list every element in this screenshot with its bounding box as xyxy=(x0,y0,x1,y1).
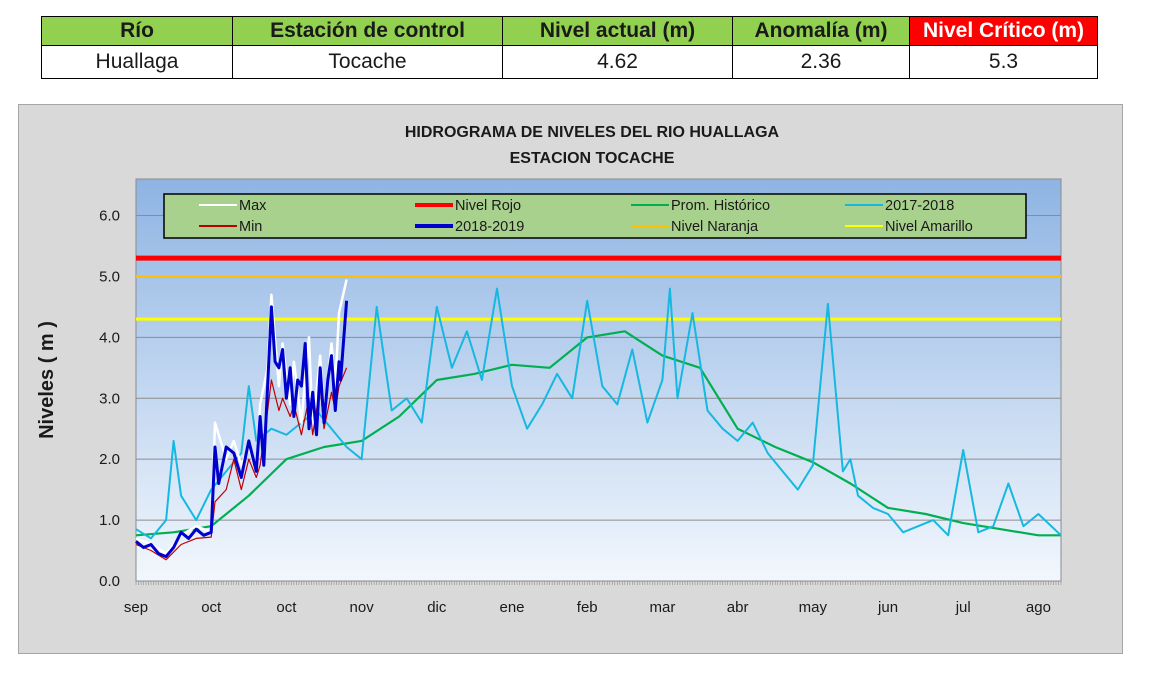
legend-label: 2017-2018 xyxy=(885,198,954,214)
x-tick-label: dic xyxy=(427,599,447,616)
header-nivel-actual: Nivel actual (m) xyxy=(502,16,733,46)
header-rio: Río xyxy=(41,16,233,46)
legend-label: Nivel Naranja xyxy=(671,219,759,235)
chart-title-line-2: ESTACION TOCACHE xyxy=(510,150,675,167)
x-tick-label: oct xyxy=(201,599,222,616)
y-tick-label: 0.0 xyxy=(99,573,120,590)
y-tick-label: 4.0 xyxy=(99,329,120,346)
x-tick-label: ago xyxy=(1026,599,1051,616)
value-nivel-critico: 5.3 xyxy=(909,45,1098,79)
value-anomalia: 2.36 xyxy=(732,45,910,79)
value-nivel-actual: 4.62 xyxy=(502,45,733,79)
x-tick-label: jul xyxy=(955,599,971,616)
header-estacion: Estación de control xyxy=(232,16,503,46)
y-tick-label: 3.0 xyxy=(99,390,120,407)
y-tick-label: 2.0 xyxy=(99,451,120,468)
legend-label: Max xyxy=(239,198,267,214)
legend-label: Prom. Histórico xyxy=(671,198,770,214)
legend: Max Min Nivel Rojo 2018-2019 Prom. Histórico… xyxy=(163,193,1027,239)
plot-area xyxy=(135,178,1062,582)
header-nivel-critico: Nivel Crítico (m) xyxy=(909,16,1098,46)
x-tick-label: may xyxy=(799,599,828,616)
value-estacion: Tocache xyxy=(232,45,503,79)
summary-value-row: Huallaga Tocache 4.62 2.36 5.3 xyxy=(41,45,1098,79)
x-tick-label: mar xyxy=(650,599,676,616)
legend-label: Nivel Amarillo xyxy=(885,219,973,235)
header-anomalia: Anomalía (m) xyxy=(732,16,910,46)
y-axis-label: Niveles ( m ) xyxy=(36,321,58,439)
legend-box xyxy=(163,193,1027,239)
x-tick-label: nov xyxy=(350,599,375,616)
hydrograph-chart: HIDROGRAMA DE NIVELES DEL RIO HUALLAGA E… xyxy=(18,104,1123,654)
x-tick-label: abr xyxy=(727,599,749,616)
series-lines xyxy=(135,279,1062,561)
series-line xyxy=(135,330,1061,537)
axes: 0.0 1.0 2.0 3.0 4.0 5.0 6.0 sep oct oct nov dic ene f… xyxy=(99,208,1062,616)
x-tick-label: sep xyxy=(124,599,148,616)
legend-label: Min xyxy=(239,219,262,235)
value-rio: Huallaga xyxy=(41,45,233,79)
y-tick-label: 6.0 xyxy=(99,208,120,225)
legend-label: 2018-2019 xyxy=(455,219,524,235)
legend-label: Nivel Rojo xyxy=(455,198,521,214)
y-tick-label: 5.0 xyxy=(99,268,120,285)
y-tick-label: 1.0 xyxy=(99,512,120,529)
series-line xyxy=(135,300,349,559)
summary-table: Río Estación de control Nivel actual (m)… xyxy=(41,16,1098,79)
threshold-lines xyxy=(136,255,1061,321)
chart-canvas: HIDROGRAMA DE NIVELES DEL RIO HUALLAGA E… xyxy=(36,124,1062,616)
summary-header-row: Río Estación de control Nivel actual (m)… xyxy=(41,16,1098,46)
x-tick-label: feb xyxy=(577,599,598,616)
series-line xyxy=(135,287,1062,540)
x-tick-label: ene xyxy=(500,599,525,616)
x-tick-label: oct xyxy=(276,599,297,616)
x-tick-label: jun xyxy=(877,599,898,616)
chart-title-line-1: HIDROGRAMA DE NIVELES DEL RIO HUALLAGA xyxy=(405,124,780,141)
